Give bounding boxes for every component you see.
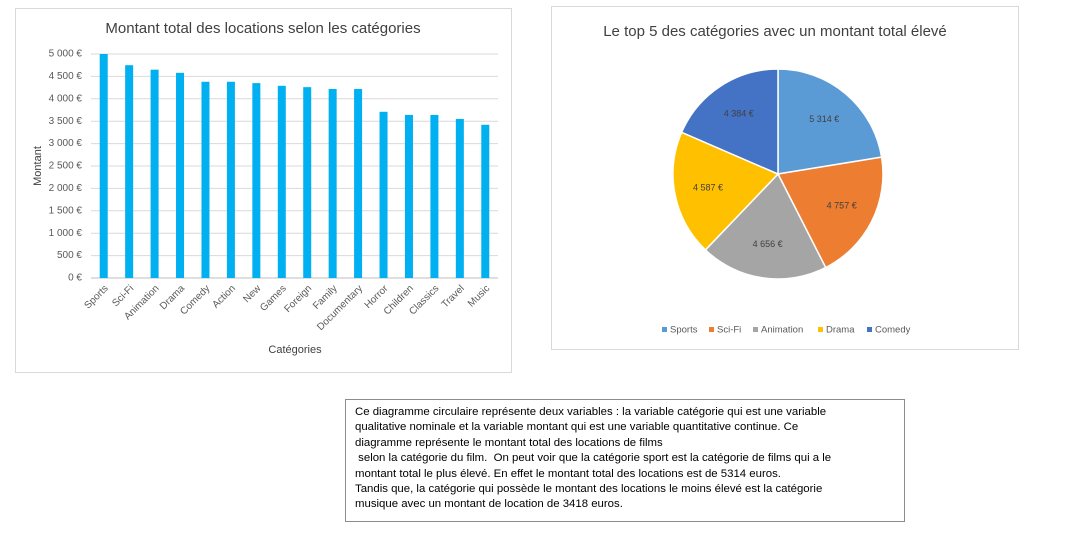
pie-slice bbox=[672, 131, 780, 251]
legend-label: Sports bbox=[670, 325, 698, 336]
x-axis-title: Catégories bbox=[268, 344, 322, 356]
note-line: musique avec un montant de location de 3… bbox=[355, 498, 623, 511]
bar bbox=[226, 81, 235, 278]
bar bbox=[430, 114, 439, 278]
y-tick-label: 500 € bbox=[57, 250, 82, 261]
bar bbox=[252, 83, 261, 279]
bar-chart-frame bbox=[15, 8, 512, 373]
legend-label: Drama bbox=[826, 325, 855, 336]
y-tick-label: 2 500 € bbox=[49, 161, 83, 172]
chart-title: Montant total des locations selon les ca… bbox=[105, 20, 420, 37]
bar bbox=[481, 124, 490, 278]
y-axis-title: Montant bbox=[32, 146, 44, 186]
note-line: selon la catégorie du film. On peut voir… bbox=[355, 452, 832, 465]
bar bbox=[125, 65, 134, 278]
bar bbox=[201, 81, 210, 278]
y-tick-label: 4 500 € bbox=[49, 71, 83, 82]
bar bbox=[99, 54, 108, 278]
y-tick-label: 5 000 € bbox=[49, 49, 83, 60]
y-tick-label: 1 000 € bbox=[49, 228, 83, 239]
bar bbox=[404, 114, 413, 278]
legend-swatch bbox=[818, 327, 823, 332]
pie-slice bbox=[776, 156, 884, 269]
data-label: 4 656 € bbox=[753, 239, 783, 249]
y-tick-label: 4 000 € bbox=[49, 93, 83, 104]
bar bbox=[328, 88, 337, 278]
data-label: 4 757 € bbox=[827, 201, 857, 211]
legend-swatch bbox=[753, 327, 758, 332]
bar bbox=[150, 69, 159, 279]
y-tick-label: 3 500 € bbox=[49, 116, 83, 127]
data-label: 5 314 € bbox=[809, 114, 839, 124]
note-box: Ce diagramme circulaire représente deux … bbox=[345, 399, 905, 522]
pie-slice bbox=[680, 68, 779, 176]
legend-swatch bbox=[709, 327, 714, 332]
pie-slice bbox=[777, 68, 883, 175]
legend-swatch bbox=[662, 327, 667, 332]
chart-title: Le top 5 des catégories avec un montant … bbox=[603, 23, 947, 40]
y-tick-label: 3 000 € bbox=[49, 138, 83, 149]
note-line: Tandis que, la catégorie qui possède le … bbox=[355, 483, 823, 496]
y-tick-label: 1 500 € bbox=[49, 205, 83, 216]
bar bbox=[176, 72, 185, 278]
bar bbox=[277, 85, 286, 278]
bar bbox=[303, 87, 312, 278]
y-tick-label: 2 000 € bbox=[49, 183, 83, 194]
y-tick-label: 0 € bbox=[68, 273, 82, 284]
data-label: 4 587 € bbox=[693, 183, 723, 193]
legend-label: Sci-Fi bbox=[717, 325, 741, 336]
data-label: 4 384 € bbox=[724, 109, 754, 119]
bar bbox=[455, 118, 464, 279]
legend-swatch bbox=[867, 327, 872, 332]
bar bbox=[354, 88, 363, 278]
legend-label: Animation bbox=[761, 325, 803, 336]
note-line: Ce diagramme circulaire représente deux … bbox=[355, 406, 827, 418]
bar bbox=[379, 111, 388, 279]
note-line: diagramme représente le montant total de… bbox=[355, 436, 663, 449]
pie-slice bbox=[704, 172, 827, 280]
note-line: montant total le plus élevé. En effet le… bbox=[355, 467, 781, 480]
note-line: qualitative nominale et la variable mont… bbox=[355, 421, 799, 434]
legend-label: Comedy bbox=[875, 325, 911, 336]
